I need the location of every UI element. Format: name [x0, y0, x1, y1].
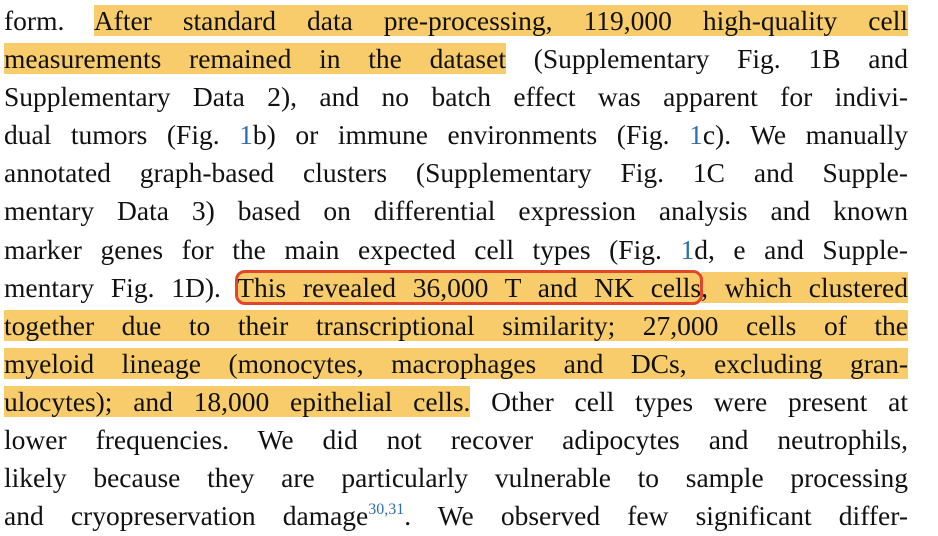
highlighted-text: measurements remained in the dataset [4, 43, 506, 75]
highlighted-text: After standard data pre-processing, 119,… [93, 5, 908, 36]
text-run: (Supplementary Fig. 1B and [505, 43, 908, 75]
text-run: dual tumors (Fig. [4, 119, 240, 151]
text-run: mentary Fig. 1D). [4, 271, 238, 303]
text-run: c). We manually [702, 119, 908, 151]
text-line: form. After standard data pre-processing… [4, 2, 908, 40]
reference-link[interactable]: 1 [689, 119, 703, 151]
text-run: and cryopreservation damage [4, 500, 369, 532]
reference-link[interactable]: 1 [680, 233, 695, 265]
text-line: marker genes for the main expected cell … [4, 231, 908, 269]
text-run: form. [4, 5, 94, 36]
text-line: mentary Data 3) based on differential ex… [4, 192, 908, 230]
text-line: Supplementary Data 2), and no batch effe… [4, 78, 908, 116]
text-run: marker genes for the main expected cell … [4, 233, 681, 265]
text-run: . We observed few significant differ- [404, 500, 908, 532]
text-run: Other cell types were present at [470, 385, 908, 417]
highlighted-text: together due to their transcriptional si… [4, 309, 908, 341]
text-line: mentary Fig. 1D). This revealed 36,000 T… [4, 269, 908, 307]
text-line: annotated graph-based clusters (Suppleme… [4, 154, 908, 192]
text-run: Supplementary Data 2), and no batch effe… [4, 81, 908, 113]
text-run: d, e and Supple- [694, 233, 908, 265]
highlighted-text: , which clustered [701, 271, 908, 303]
text-line: and cryopreservation damage30,31. We obs… [4, 497, 908, 535]
citation-superscript[interactable]: 30,31 [368, 501, 405, 519]
text-run: lower frequencies. We did not recover ad… [4, 424, 908, 456]
text-line: ulocytes); and 18,000 epithelial cells. … [4, 383, 908, 421]
text-line: likely because they are particularly vul… [4, 459, 908, 497]
text-line: lower frequencies. We did not recover ad… [4, 421, 908, 459]
highlighted-text: ulocytes); and 18,000 epithelial cells. [4, 385, 471, 417]
highlighted-text: myeloid lineage (monocytes, macrophages … [4, 347, 908, 379]
text-line: dual tumors (Fig. 1b) or immune environm… [4, 116, 908, 154]
text-line: together due to their transcriptional si… [4, 307, 908, 345]
reference-link[interactable]: 1 [239, 119, 253, 151]
text-line: myeloid lineage (monocytes, macrophages … [4, 345, 908, 383]
text-run: annotated graph-based clusters (Suppleme… [4, 157, 908, 189]
text-line: measurements remained in the dataset (Su… [4, 40, 908, 78]
text-run: mentary Data 3) based on differential ex… [4, 195, 908, 227]
boxed-highlighted-text: This revealed 36,000 T and NK cells [235, 269, 704, 305]
text-run: likely because they are particularly vul… [4, 462, 908, 494]
text-run: b) or immune environments (Fig. [252, 119, 690, 151]
